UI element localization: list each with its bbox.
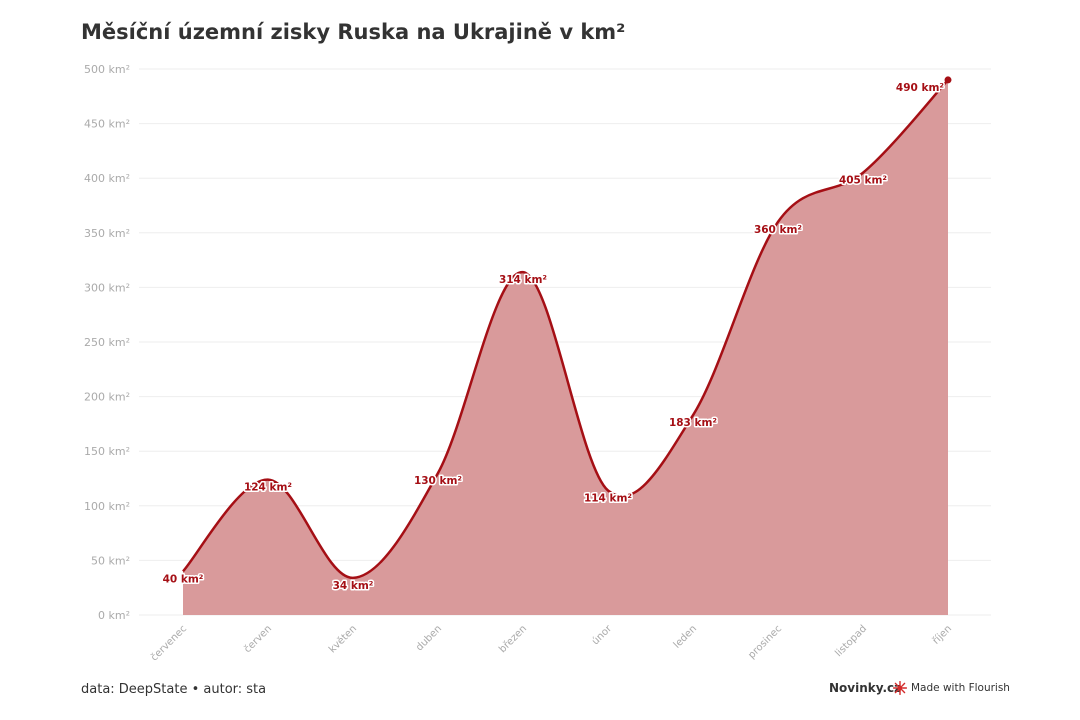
source-note: data: DeepState • autor: sta xyxy=(81,682,267,697)
y-tick-label: 200 km² xyxy=(84,391,130,404)
series-markers xyxy=(944,76,952,84)
x-axis-ticks: červenec červen květen duben březen únor leden… xyxy=(148,622,954,664)
x-tick-label: říjen xyxy=(930,623,954,647)
data-label: 314 km² xyxy=(499,274,547,286)
data-label: 124 km² xyxy=(244,482,292,494)
y-tick-label: 50 km² xyxy=(91,554,130,567)
data-point xyxy=(944,76,952,84)
flourish-logo-icon xyxy=(893,681,907,695)
y-tick-label: 400 km² xyxy=(84,172,130,185)
x-tick-label: leden xyxy=(672,623,699,650)
data-label: 360 km² xyxy=(754,224,802,236)
x-tick-label: červen xyxy=(241,623,274,656)
y-tick-label: 300 km² xyxy=(84,281,130,294)
y-tick-label: 0 km² xyxy=(98,609,130,622)
series-line xyxy=(182,79,949,580)
data-label: 183 km² xyxy=(669,417,717,429)
y-tick-label: 250 km² xyxy=(84,336,130,349)
x-tick-label: březen xyxy=(496,623,529,656)
x-tick-label: červenec xyxy=(148,623,189,664)
chart-title: Měsíční územní zisky Ruska na Ukrajině v… xyxy=(81,20,626,44)
data-label: 130 km² xyxy=(414,475,462,487)
y-axis-ticks: 0 km² 50 km² 100 km² 150 km² 200 km² 250 km² 3… xyxy=(84,63,130,622)
x-tick-label: květen xyxy=(326,623,359,656)
x-tick-label: duben xyxy=(414,623,444,653)
data-labels: 40 km² 124 km² 34 km² 130 km² 314 km² 114 km²… xyxy=(161,80,946,593)
y-tick-label: 350 km² xyxy=(84,227,130,240)
y-tick-label: 500 km² xyxy=(84,63,130,76)
made-with-flourish-label: Made with Flourish xyxy=(911,682,1010,694)
data-label: 40 km² xyxy=(163,573,204,585)
x-tick-label: únor xyxy=(589,622,614,647)
y-tick-label: 450 km² xyxy=(84,118,130,131)
x-tick-label: listopad xyxy=(833,623,869,659)
y-tick-label: 150 km² xyxy=(84,445,130,458)
series-area xyxy=(183,79,948,616)
data-label: 34 km² xyxy=(333,580,374,592)
data-label: 114 km² xyxy=(584,493,632,505)
data-label: 490 km² xyxy=(896,82,944,94)
x-tick-label: prosinec xyxy=(746,623,784,661)
y-tick-label: 100 km² xyxy=(84,500,130,513)
made-with-flourish-link[interactable]: Made with Flourish xyxy=(893,681,1010,695)
brand-logo[interactable]: Novinky.cz xyxy=(829,681,902,695)
data-label: 405 km² xyxy=(839,175,887,187)
